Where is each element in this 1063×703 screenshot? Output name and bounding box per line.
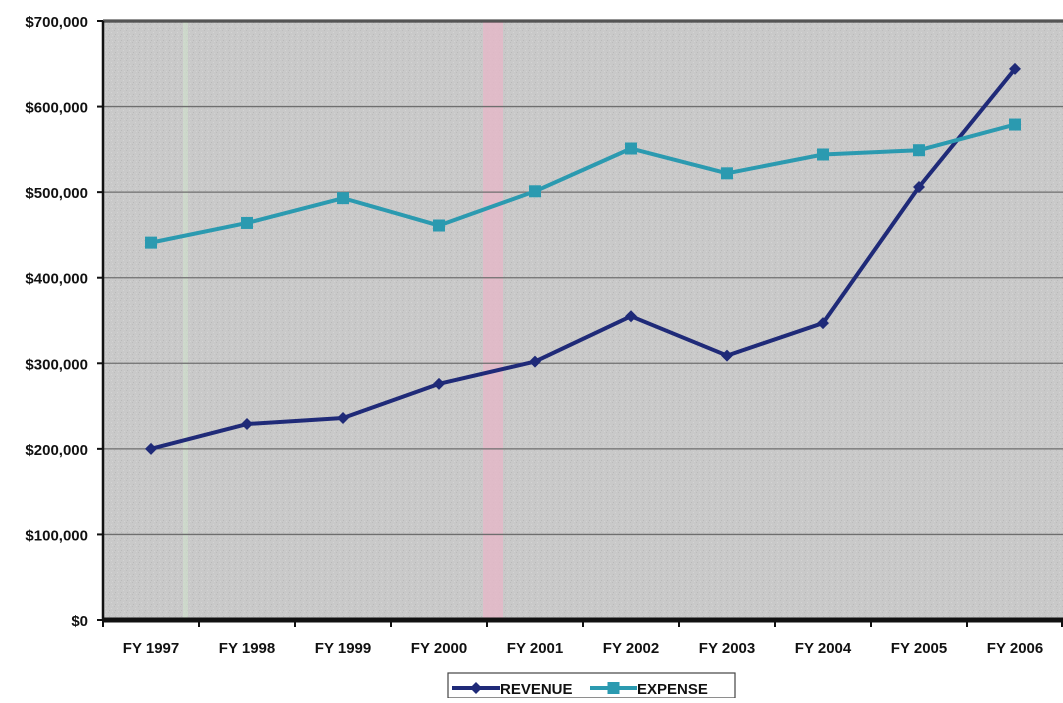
x-tick-label-2: FY 1999 xyxy=(315,640,371,657)
y-tick-label-0: $0 xyxy=(71,613,88,630)
point-expense-2 xyxy=(337,192,349,205)
legend-marker-expense xyxy=(607,682,620,694)
series-expense xyxy=(145,118,1021,249)
point-expense-4 xyxy=(529,185,541,198)
point-revenue-5 xyxy=(625,310,637,323)
scan-streak-pink xyxy=(483,21,503,620)
point-revenue-0 xyxy=(145,442,157,455)
y-tick-label-1: $100,000 xyxy=(25,527,88,544)
y-tick-label-4: $400,000 xyxy=(25,271,88,288)
point-revenue-2 xyxy=(337,412,349,425)
y-tick-label-2: $200,000 xyxy=(25,442,88,459)
x-tick-label-0: FY 1997 xyxy=(123,640,179,657)
point-revenue-3 xyxy=(433,377,445,390)
x-tick-label-8: FY 2005 xyxy=(891,640,947,657)
x-tick-label-4: FY 2001 xyxy=(507,640,563,657)
point-revenue-4 xyxy=(529,355,541,368)
legend-marker-revenue xyxy=(470,682,482,694)
point-expense-5 xyxy=(625,142,637,155)
x-tick-label-3: FY 2000 xyxy=(411,640,467,657)
point-revenue-8 xyxy=(913,181,925,194)
point-expense-3 xyxy=(433,219,445,232)
legend-box xyxy=(447,672,736,699)
x-tick-label-6: FY 2003 xyxy=(699,640,755,657)
point-revenue-6 xyxy=(721,349,733,362)
x-tick-label-5: FY 2002 xyxy=(603,640,659,657)
y-tick-label-7: $700,000 xyxy=(25,14,88,31)
y-tick-label-6: $600,000 xyxy=(25,100,88,117)
legend: REVENUE EXPENSE xyxy=(447,672,736,699)
legend-label-expense: EXPENSE xyxy=(637,681,708,698)
point-revenue-1 xyxy=(241,418,253,431)
series-line-expense xyxy=(150,122,1016,245)
scan-streak-green xyxy=(183,21,188,620)
series-revenue xyxy=(145,62,1021,455)
x-tick-label-9: FY 2006 xyxy=(987,640,1043,657)
x-tick-label-1: FY 1998 xyxy=(219,640,275,657)
x-tick-label-7: FY 2004 xyxy=(795,640,852,657)
y-tick-label-5: $500,000 xyxy=(25,185,88,202)
point-expense-7 xyxy=(817,148,829,161)
plot-area xyxy=(103,21,1063,620)
legend-label-revenue: REVENUE xyxy=(500,681,573,698)
point-expense-6 xyxy=(721,167,733,180)
series-line-revenue xyxy=(150,67,1017,451)
y-tick-label-3: $300,000 xyxy=(25,356,88,373)
point-expense-8 xyxy=(913,144,925,157)
point-expense-1 xyxy=(241,216,253,229)
point-revenue-7 xyxy=(817,317,829,330)
point-expense-9 xyxy=(1009,118,1021,131)
point-expense-0 xyxy=(145,236,157,249)
point-revenue-9 xyxy=(1009,62,1021,75)
